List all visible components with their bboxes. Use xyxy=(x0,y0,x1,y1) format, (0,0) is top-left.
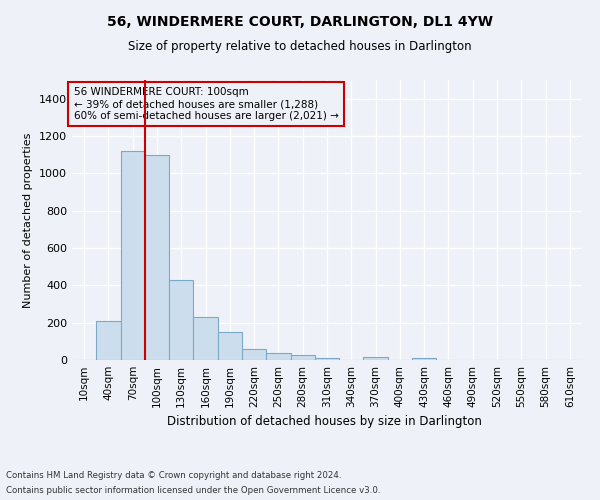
Bar xyxy=(96,321,121,360)
Bar xyxy=(364,356,388,360)
Bar xyxy=(412,358,436,360)
Bar xyxy=(145,154,169,360)
Bar xyxy=(218,332,242,360)
Bar xyxy=(242,350,266,360)
Text: 56, WINDERMERE COURT, DARLINGTON, DL1 4YW: 56, WINDERMERE COURT, DARLINGTON, DL1 4Y… xyxy=(107,15,493,29)
Text: 56 WINDERMERE COURT: 100sqm
← 39% of detached houses are smaller (1,288)
60% of : 56 WINDERMERE COURT: 100sqm ← 39% of det… xyxy=(74,88,338,120)
Bar xyxy=(290,356,315,360)
Y-axis label: Number of detached properties: Number of detached properties xyxy=(23,132,34,308)
Bar xyxy=(193,316,218,360)
Bar xyxy=(315,358,339,360)
Text: Contains public sector information licensed under the Open Government Licence v3: Contains public sector information licen… xyxy=(6,486,380,495)
Bar xyxy=(266,353,290,360)
Text: Distribution of detached houses by size in Darlington: Distribution of detached houses by size … xyxy=(167,415,481,428)
Bar xyxy=(169,280,193,360)
Text: Contains HM Land Registry data © Crown copyright and database right 2024.: Contains HM Land Registry data © Crown c… xyxy=(6,471,341,480)
Bar xyxy=(121,151,145,360)
Text: Size of property relative to detached houses in Darlington: Size of property relative to detached ho… xyxy=(128,40,472,53)
